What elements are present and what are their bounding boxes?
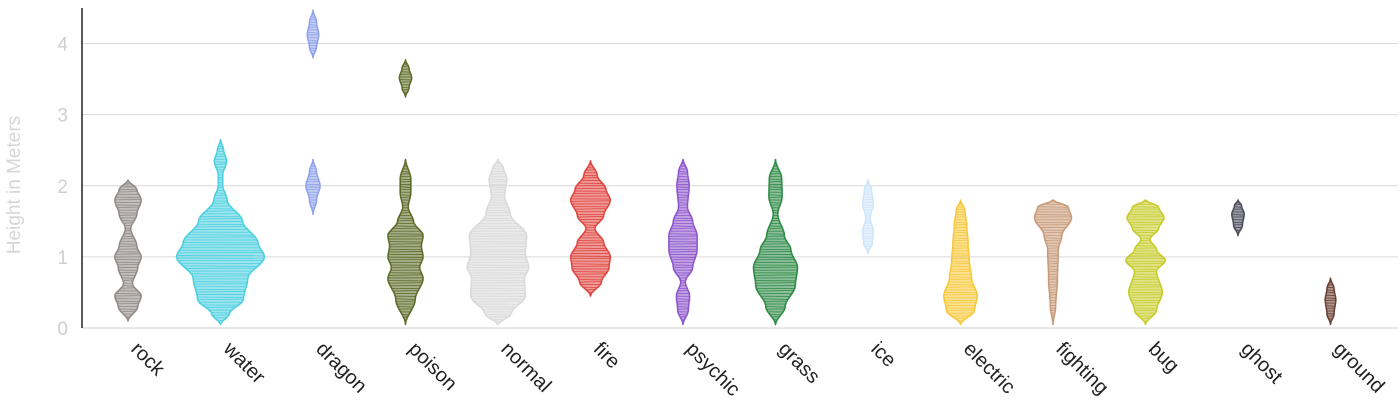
violin-bug: [1124, 199, 1167, 326]
violin-hatching: [115, 183, 141, 318]
category-label-fighting: fighting: [1051, 338, 1112, 399]
violin-electric: [943, 199, 978, 326]
violin-rock: [114, 179, 142, 322]
y-tick-label: 0: [57, 319, 68, 340]
violin-hatching: [944, 203, 977, 322]
violin-fire: [569, 160, 612, 297]
violin-ghost: [1231, 199, 1245, 237]
violin-hatching: [400, 63, 411, 94]
category-label-dragon: dragon: [311, 338, 371, 398]
y-tick-label: 2: [57, 177, 68, 198]
violin-body: [398, 59, 413, 98]
category-label-water: water: [218, 337, 269, 388]
violin-hatching: [388, 165, 423, 318]
violin-body: [861, 179, 875, 255]
category-labels: rock water dragon poison normal fire psychic gr…: [126, 337, 1388, 400]
violin-hatching: [863, 183, 873, 250]
category-label-fire: fire: [589, 338, 624, 373]
category-label-ghost: ghost: [1236, 338, 1286, 388]
violin-ground: [1324, 277, 1337, 326]
violin-hatching: [306, 165, 320, 209]
category-label-grass: grass: [774, 338, 824, 388]
violin-hatching: [754, 165, 797, 321]
violin-body: [114, 179, 142, 322]
y-tick-label: 1: [57, 248, 68, 269]
y-axis-title: Height in Meters: [4, 116, 25, 254]
violin-hatching: [1232, 203, 1244, 232]
violin-hatching: [571, 164, 610, 293]
violin-water: [175, 138, 266, 326]
violin-hatching: [1035, 200, 1071, 317]
violin-normal: [466, 158, 530, 326]
violin-hatching: [308, 16, 318, 54]
violin-fighting: [1033, 199, 1073, 326]
category-label-rock: rock: [126, 338, 169, 381]
violin-psychic: [668, 158, 698, 326]
category-label-electric: electric: [959, 338, 1019, 398]
violin-hatching: [1126, 200, 1165, 322]
gridlines: [82, 43, 1398, 329]
violin-body: [569, 160, 612, 297]
violin-body: [1033, 199, 1073, 326]
violin-hatching: [669, 162, 697, 321]
violin-hatching: [467, 162, 529, 324]
violin-hatching: [1325, 281, 1336, 320]
category-label-psychic: psychic: [681, 338, 744, 401]
y-tick-labels: 0 1 2 3 4: [57, 35, 68, 340]
violin-hatching: [177, 143, 264, 322]
violin-poison: [387, 59, 424, 326]
violin-body: [306, 9, 320, 59]
y-tick-label: 4: [57, 35, 68, 56]
violins: [114, 9, 1337, 326]
category-label-ice: ice: [866, 338, 900, 372]
violin-body: [943, 199, 978, 326]
violin-grass: [752, 158, 799, 326]
category-label-ground: ground: [1329, 338, 1389, 398]
y-tick-label: 3: [57, 106, 68, 127]
violin-ice: [861, 179, 875, 255]
category-label-normal: normal: [496, 338, 555, 397]
violin-body: [1124, 199, 1167, 326]
category-label-poison: poison: [404, 338, 461, 395]
category-label-bug: bug: [1144, 338, 1183, 377]
violin-dragon: [305, 9, 321, 215]
